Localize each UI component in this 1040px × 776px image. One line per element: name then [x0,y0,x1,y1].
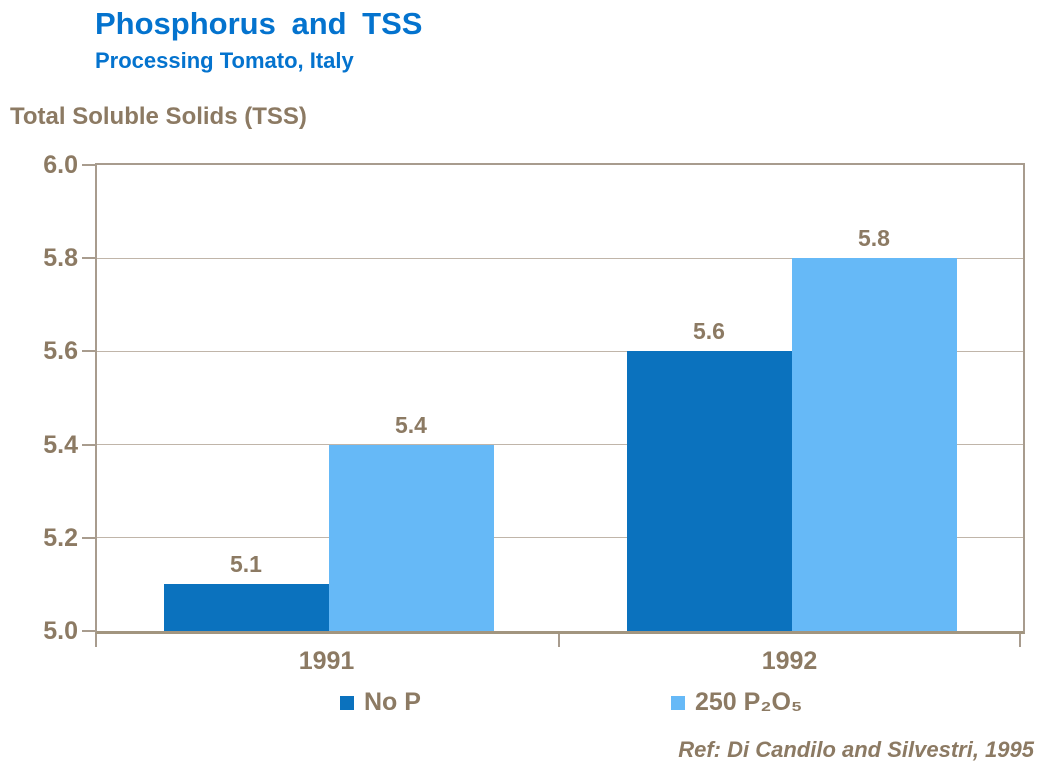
category-label: 1991 [298,647,355,675]
bar-1992-250-p-o- [791,258,957,631]
y-tick-mark [82,350,95,353]
y-tick-label: 5.2 [43,523,78,552]
legend-item-no-p: No P [340,688,421,717]
y-tick-mark [82,164,95,166]
legend-marker-250-p2o5 [671,695,685,710]
bar-1991-no-p [163,584,329,631]
y-axis-title: Total Soluble Solids (TSS) [10,103,307,130]
x-tick-mark [1019,634,1021,647]
gridline [97,537,1023,539]
y-tick-label: 5.8 [43,244,78,273]
chart-subtitle: Processing Tomato, Italy [95,48,354,73]
x-axis: 1991 1992 [95,634,1025,682]
chart-title: Phosphorus and TSS [95,6,423,41]
bar-value-label: 5.1 [230,551,262,578]
y-axis: 5.0 5.2 5.4 5.6 5.8 6.0 [0,151,95,645]
legend-item-250-p2o5: 250 P₂O₅ [671,688,802,717]
bar-value-label: 5.8 [858,225,890,252]
gridline [97,350,1023,352]
y-tick-mark [82,257,95,260]
x-tick-mark [558,634,560,647]
bar-value-label: 5.6 [693,318,725,345]
legend-label-250-p2o5: 250 P₂O₅ [695,688,803,716]
plot-area: 5.1 5.4 5.6 5.8 [95,163,1025,634]
y-tick-mark [82,630,95,632]
category-label: 1992 [761,647,818,675]
reference-citation: Ref: Di Candilo and Silvestri, 1995 [678,737,1034,762]
y-tick-label: 5.4 [43,430,78,459]
y-tick-label: 5.6 [43,337,78,366]
y-tick-label: 5.0 [43,617,78,645]
y-tick-label: 6.0 [43,151,78,179]
legend-label-no-p: No P [364,688,421,716]
bar-1991-250-p-o- [328,444,494,631]
y-tick-mark [82,536,95,539]
y-tick-mark [82,443,95,446]
bar-value-label: 5.4 [395,411,427,438]
gridline [97,444,1023,446]
legend: No P 250 P₂O₅ [0,688,1040,722]
gridline [97,257,1023,259]
legend-marker-no-p [340,695,354,710]
x-tick-mark [95,634,97,647]
bar-1992-no-p [626,351,792,631]
